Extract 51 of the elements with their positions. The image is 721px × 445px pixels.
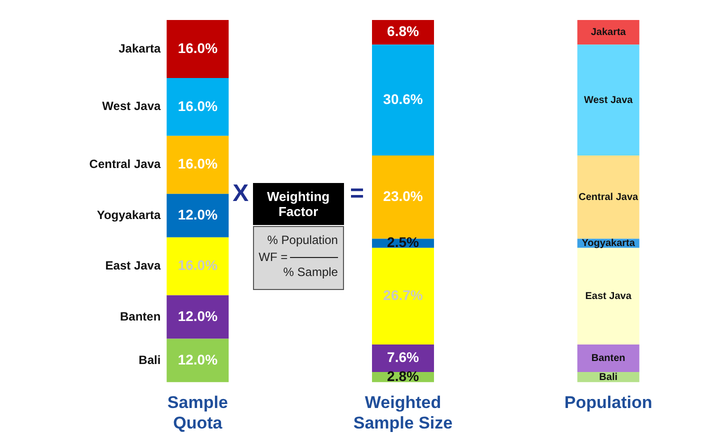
bar [372,44,434,156]
data-label: 6.8% [387,23,420,40]
text: Yogyakarta [96,208,161,222]
bar [166,295,229,339]
data-label: 2.5% [387,234,420,250]
data-label: 16.0% [178,156,218,172]
bar [166,78,229,136]
series-label: East Java [105,258,161,273]
data-label: 2.8% [387,368,420,384]
text: Banten [591,353,626,364]
bar [166,20,229,78]
data-label: 16.0% [178,98,218,114]
annotation: = [350,180,364,208]
bar [372,155,434,239]
bar [372,248,434,345]
bar [166,194,229,238]
x-tick-label: Weighted Sample Size [353,393,453,432]
bar [577,155,640,239]
bar [577,248,640,345]
annotation: % Sample [283,265,338,279]
bar [166,237,229,296]
text: Central Java [89,157,161,172]
annotation: WF = [258,250,288,264]
data-label: 12.0% [178,206,218,222]
data-label: 12.0% [178,308,218,324]
data-label: 16.0% [178,257,218,274]
data-label: 12.0% [178,351,218,368]
series-label: Jakarta [118,41,161,56]
data-label: 30.6% [383,90,424,107]
text: West Java [584,94,633,106]
x-tick-label: Population [564,393,652,412]
data-label: 7.6% [387,349,420,366]
data-label: 23.0% [383,188,424,204]
text: Jakarta [590,27,626,38]
series-label: Banten [120,309,161,324]
series-label: Central Java [578,192,639,203]
text: East Java [585,290,632,302]
annotation: X [232,180,249,208]
series-label: West Java [102,99,161,114]
annotation: % Population [267,233,338,247]
data-label: 16.0% [178,40,218,56]
text: Bali [138,352,161,367]
x-tick-label: Sample Quota [167,393,228,432]
series-label: Bali [599,372,618,383]
bar [166,136,229,194]
bar [577,344,640,372]
annotation: Weighting Factor [252,183,344,225]
bar [166,338,229,382]
bar [577,44,640,156]
series-label: Yogyakarta [582,238,636,250]
data-label: 26.7% [383,287,424,304]
